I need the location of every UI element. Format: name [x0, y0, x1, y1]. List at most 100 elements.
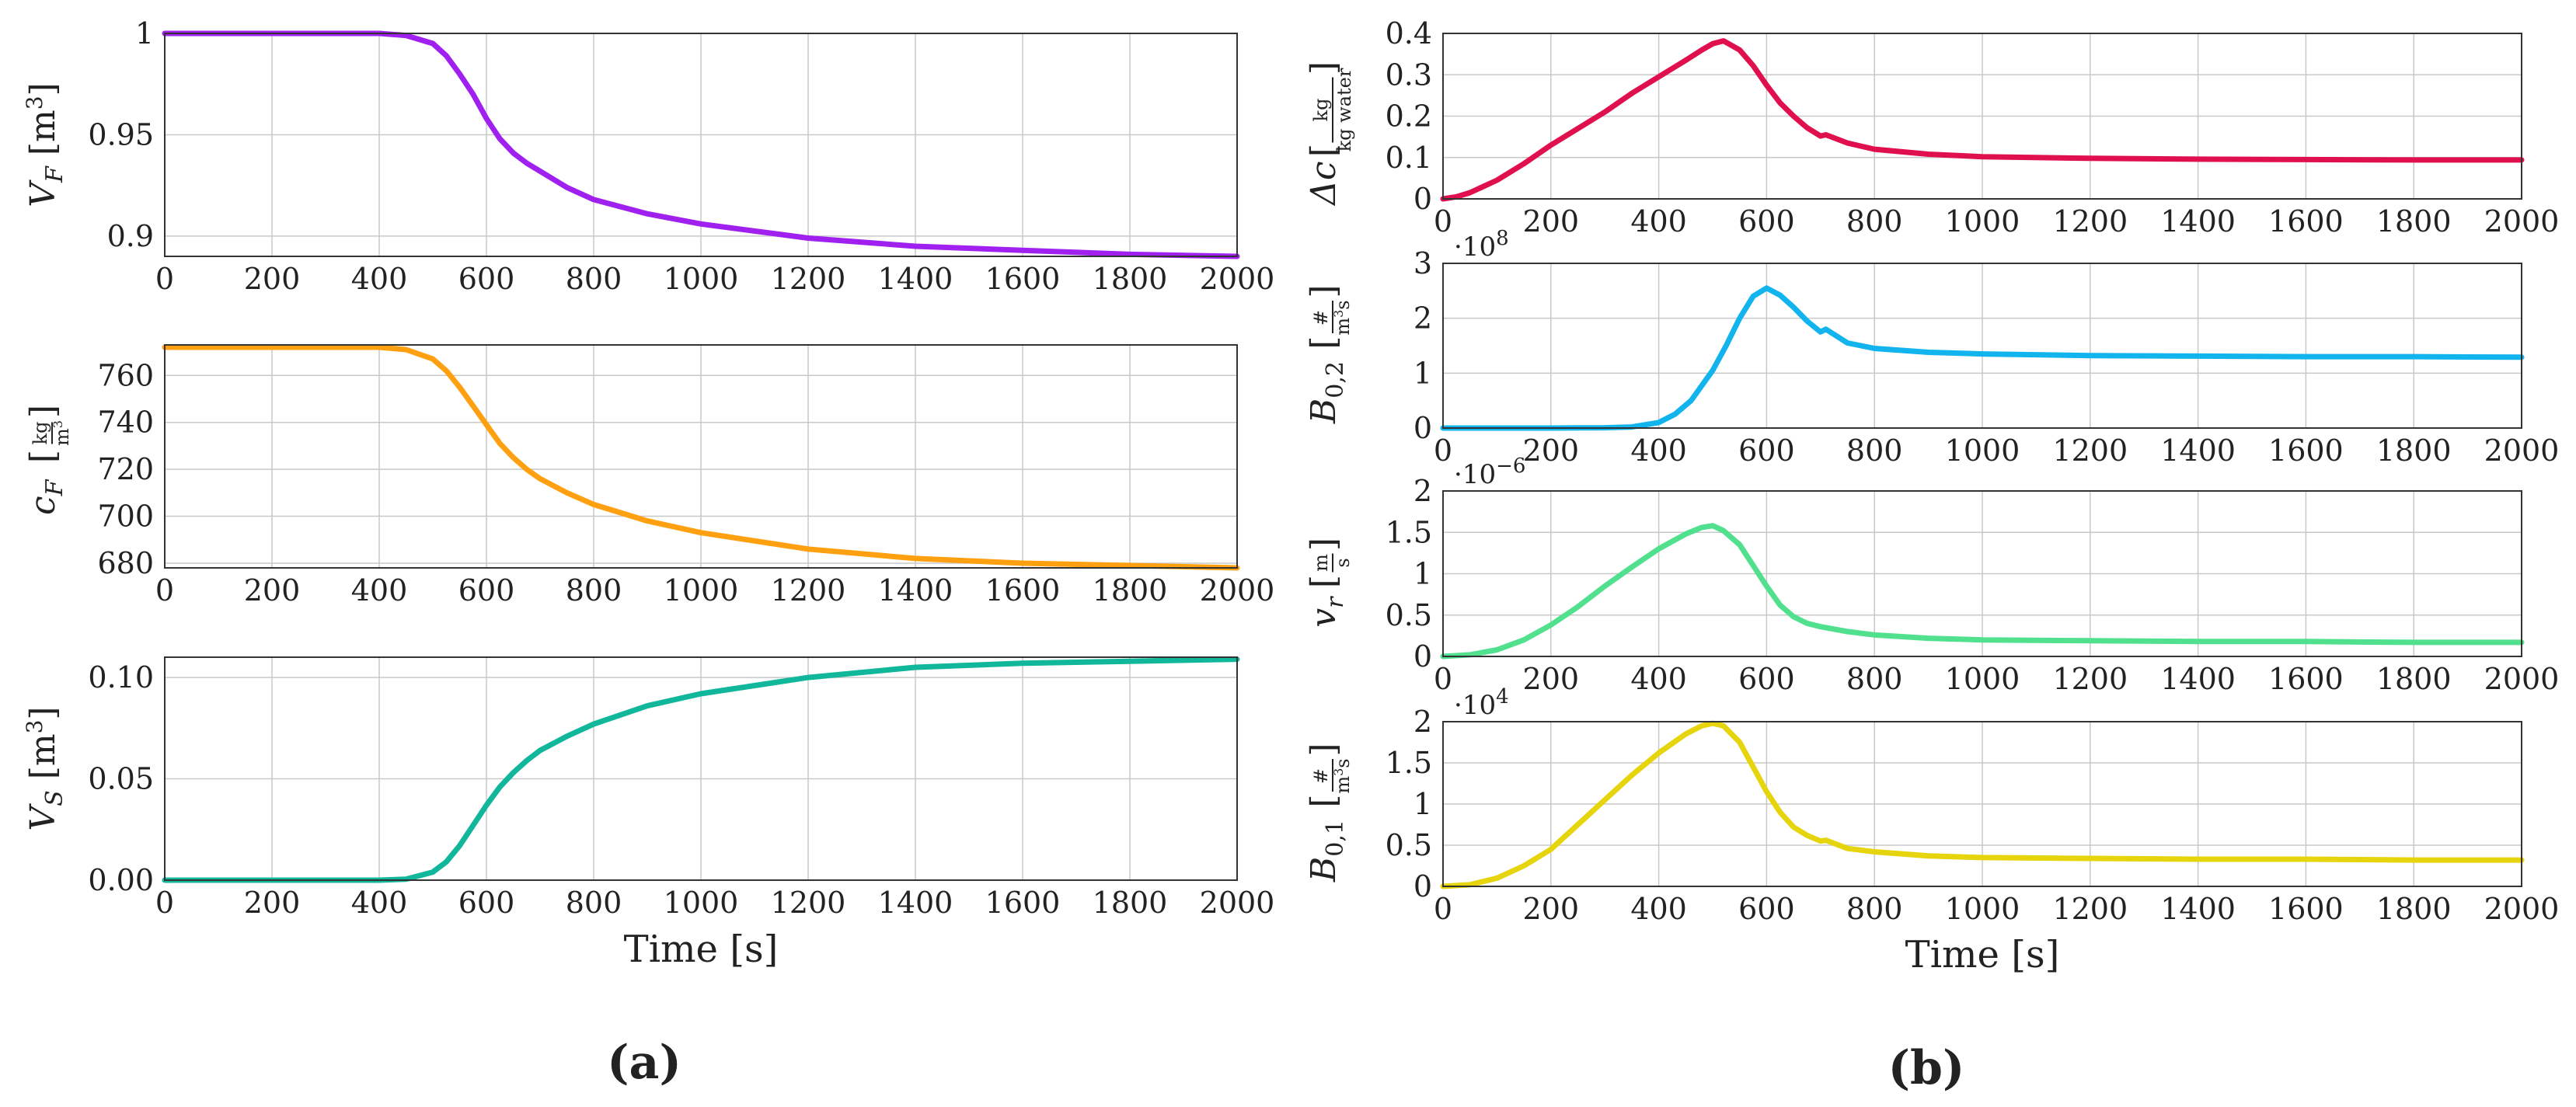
y-tick-label: 720: [97, 452, 154, 486]
x-tick-label: 200: [244, 886, 301, 920]
y-tick-label: 2: [1413, 474, 1432, 508]
y-axis-label: VF [m3]: [22, 82, 68, 207]
x-tick-label: 400: [1630, 892, 1687, 926]
x-tick-label: 600: [458, 262, 515, 296]
y-tick-label: 2: [1413, 705, 1432, 739]
x-tick-label: 2000: [2484, 892, 2560, 926]
x-tick-label: 2000: [1200, 262, 1275, 296]
x-tick-label: 800: [566, 886, 622, 920]
y-tick-label: 0.5: [1386, 598, 1432, 632]
svg-text:[: [: [1304, 144, 1344, 157]
x-tick-label: 1800: [2376, 892, 2452, 926]
x-tick-label: 0: [155, 573, 174, 607]
x-tick-label: 800: [566, 262, 622, 296]
x-tick-label: 400: [351, 573, 408, 607]
x-tick-label: 400: [1630, 662, 1687, 696]
x-tick-label: 1800: [2376, 662, 2452, 696]
svg-text:[: [: [1304, 336, 1344, 349]
series-line-dc: [1440, 38, 2525, 202]
y-tick-label: 0.00: [88, 863, 154, 897]
x-tick-label: 600: [1738, 662, 1795, 696]
x-tick-label: 1800: [2376, 204, 2452, 238]
svg-text:Δc: Δc: [1304, 162, 1344, 207]
x-tick-label: 1600: [985, 886, 1061, 920]
series-line-B01: [1440, 720, 2525, 889]
x-tick-label: 1600: [985, 573, 1061, 607]
axes-frame: [1442, 490, 2522, 657]
x-tick-label: 2000: [1200, 886, 1275, 920]
series-line-cF: [162, 344, 1240, 571]
y-axis-label: vr [m s]: [1304, 538, 1354, 628]
axes-frame: [1442, 263, 2522, 429]
x-tick-label: 1200: [2052, 892, 2128, 926]
x-tick-label: 200: [1523, 204, 1580, 238]
svg-text:m: m: [1310, 554, 1332, 572]
x-tick-label: 0: [155, 886, 174, 920]
y-axis-label: B0,2 [# m3s]: [1304, 284, 1354, 424]
svg-text:m3s: m3s: [1331, 758, 1354, 793]
x-tick-label: 0: [1434, 662, 1452, 696]
x-tick-label: 600: [1738, 892, 1795, 926]
y-tick-label: 0.95: [88, 117, 154, 151]
chart-B02: 0 200 400 600 800 1000 1200 1400 1600 1800 2000 0 1 2…: [1304, 227, 2559, 468]
x-tick-label: 1400: [878, 886, 953, 920]
y-tick-label: 1: [135, 16, 154, 50]
x-tick-label: 400: [1630, 433, 1687, 468]
y-tick-label: 0.5: [1386, 828, 1432, 862]
y-axis-label: VS [m3]: [22, 706, 68, 830]
x-tick-label: 1200: [771, 262, 846, 296]
y-tick-label: 0: [1413, 411, 1432, 445]
x-tick-label: 1600: [2268, 892, 2344, 926]
y-tick-label: 0: [1413, 182, 1432, 216]
svg-text:m3s: m3s: [1331, 300, 1354, 335]
y-tick-label: 1.5: [1386, 746, 1432, 780]
x-tick-label: 400: [351, 886, 408, 920]
x-tick-label: 0: [1434, 892, 1452, 926]
svg-text:cF: cF: [23, 479, 68, 515]
x-tick-label: 1000: [664, 886, 739, 920]
y-exponent-label: ·108: [1454, 227, 1509, 263]
chart-dc: 0 200 400 600 800 1000 1200 1400 1600 1800 200000.…: [1304, 16, 2559, 238]
svg-text:kg water: kg water: [1333, 68, 1355, 151]
x-axis-title-a: Time [s]: [624, 928, 779, 971]
x-tick-label: 1800: [1093, 573, 1168, 607]
x-tick-label: 1200: [2052, 433, 2128, 468]
chart-vr: 0 200 400 600 800 1000 1200 1400 1600 1800 200000.…: [1304, 454, 2559, 696]
x-tick-label: 2000: [2484, 662, 2560, 696]
x-tick-label: 2000: [1200, 573, 1275, 607]
x-tick-label: 400: [1630, 204, 1687, 238]
y-tick-label: 740: [97, 406, 154, 440]
x-tick-label: 2000: [2484, 433, 2560, 468]
x-tick-label: 1600: [2268, 204, 2344, 238]
y-tick-label: 760: [97, 358, 154, 392]
x-tick-label: 800: [1846, 204, 1903, 238]
y-tick-label: 0.3: [1386, 57, 1432, 92]
x-tick-label: 1600: [2268, 662, 2344, 696]
svg-text:]: ]: [1304, 538, 1344, 551]
axes-frame: [164, 656, 1238, 881]
y-tick-label: 2: [1413, 301, 1432, 336]
chart-cF: 0 200 400 600 800 1000 1200 1400 1600 1800 2000 680…: [23, 344, 1275, 607]
x-tick-label: 800: [566, 573, 622, 607]
chart-B01: 0 200 400 600 800 1000 1200 1400 1600 1800 200000.…: [1304, 685, 2559, 926]
svg-text:]: ]: [23, 405, 63, 418]
x-tick-label: 0: [1434, 433, 1452, 468]
x-tick-label: 800: [1846, 892, 1903, 926]
x-tick-label: 400: [351, 262, 408, 296]
panel-label-b: (b): [1888, 1041, 1965, 1095]
svg-text:#: #: [1310, 310, 1332, 325]
axes-frame: [1442, 721, 2522, 887]
y-tick-label: 700: [97, 500, 154, 534]
svg-text:]: ]: [1304, 284, 1344, 298]
y-tick-label: 0.10: [88, 660, 154, 694]
svg-text:s: s: [1332, 558, 1354, 567]
svg-text:[: [: [1304, 575, 1344, 588]
axes-frame: [164, 344, 1238, 569]
svg-text:VF [m3]: VF [m3]: [22, 82, 68, 207]
x-tick-label: 1000: [664, 573, 739, 607]
x-tick-label: 0: [155, 262, 174, 296]
x-tick-label: 1200: [771, 573, 846, 607]
x-tick-label: 1200: [2052, 662, 2128, 696]
x-tick-label: 1800: [2376, 433, 2452, 468]
chart-VS: 0 200 400 600 800 1000 1200 1400 1600 1800 2000 0.0…: [22, 656, 1275, 920]
